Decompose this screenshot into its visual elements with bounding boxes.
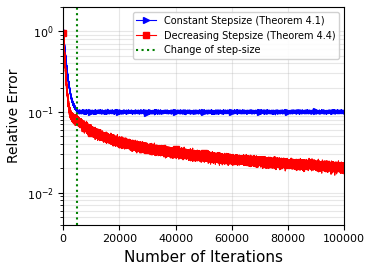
Decreasing Stepsize (Theorem 4.4) (328, 163, 333, 167)
Constant Stepsize (Theorem 4.1) (153, 113, 157, 116)
Constant Stepsize (Theorem 4.1) (95, 109, 100, 112)
Constant Stepsize (Theorem 4.1) (67, 88, 72, 91)
Constant Stepsize (Theorem 4.1) (240, 110, 244, 113)
Decreasing Stepsize (Theorem 4.4) (95, 131, 100, 134)
Constant Stepsize (Theorem 4.1) (61, 29, 65, 33)
Constant Stepsize (Theorem 4.1) (342, 110, 346, 113)
Constant Stepsize (Theorem 4.1) (61, 29, 65, 32)
Line: Decreasing Stepsize (Theorem 4.4): Decreasing Stepsize (Theorem 4.4) (60, 25, 347, 179)
Constant Stepsize (Theorem 4.1) (209, 110, 214, 113)
Line: Constant Stepsize (Theorem 4.1): Constant Stepsize (Theorem 4.1) (60, 27, 347, 118)
Decreasing Stepsize (Theorem 4.4) (333, 174, 337, 177)
Decreasing Stepsize (Theorem 4.4) (61, 32, 65, 35)
Decreasing Stepsize (Theorem 4.4) (342, 168, 346, 171)
Decreasing Stepsize (Theorem 4.4) (209, 154, 214, 157)
Constant Stepsize (Theorem 4.1) (328, 111, 333, 114)
Decreasing Stepsize (Theorem 4.4) (315, 166, 320, 169)
Decreasing Stepsize (Theorem 4.4) (240, 158, 244, 161)
Legend: Constant Stepsize (Theorem 4.1), Decreasing Stepsize (Theorem 4.4), Change of st: Constant Stepsize (Theorem 4.1), Decreas… (132, 12, 339, 59)
Constant Stepsize (Theorem 4.1) (315, 110, 320, 113)
Change of step-size (75, 30, 80, 33)
Y-axis label: Relative Error: Relative Error (7, 69, 21, 163)
Decreasing Stepsize (Theorem 4.4) (61, 27, 65, 30)
Decreasing Stepsize (Theorem 4.4) (67, 108, 72, 111)
X-axis label: Number of Iterations: Number of Iterations (124, 250, 283, 265)
